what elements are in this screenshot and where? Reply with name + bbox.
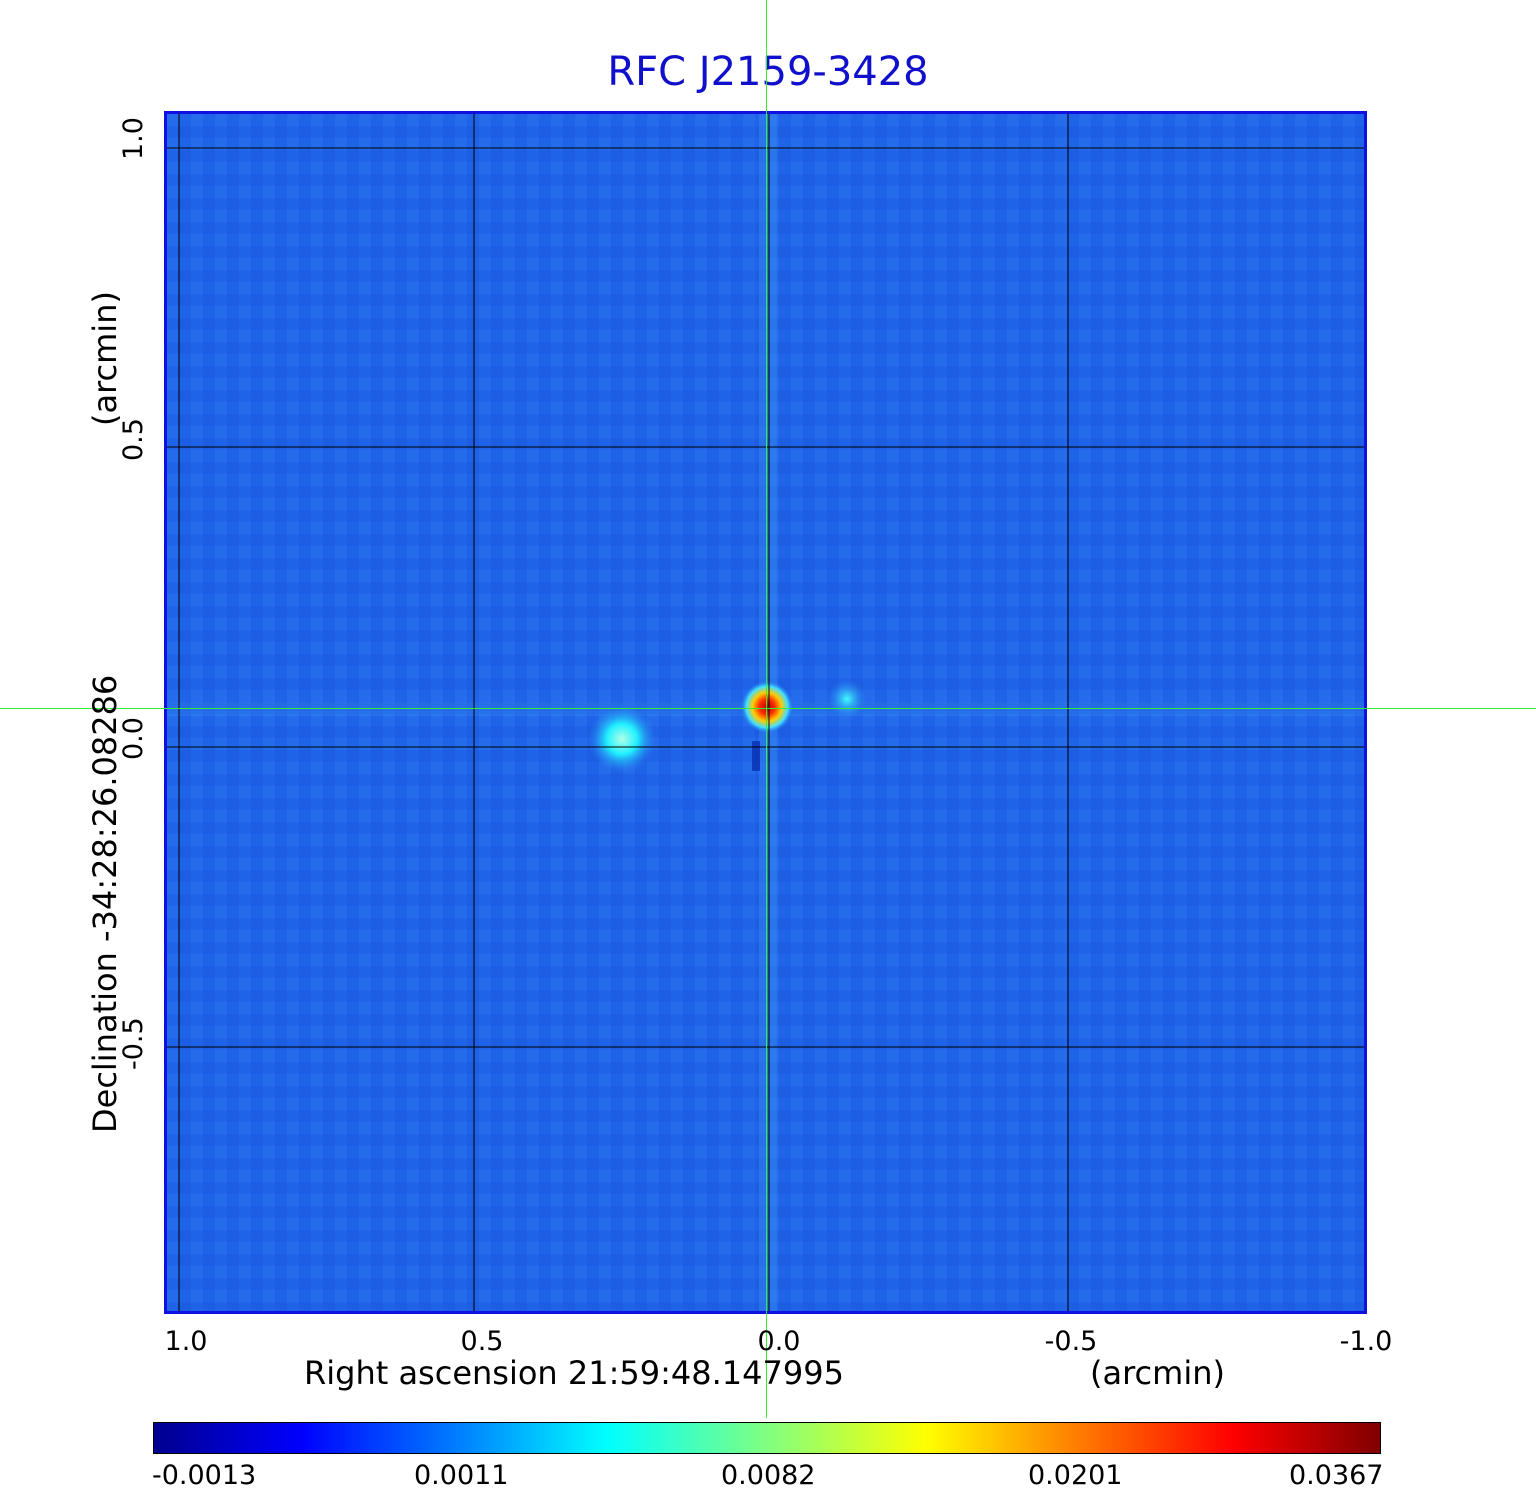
x-tick-label: -0.5 <box>1044 1326 1098 1357</box>
colorbar-tick-label: 0.0201 <box>1028 1460 1123 1491</box>
secondary-source-west <box>827 679 867 719</box>
y-tick-label: 1.0 <box>118 117 149 160</box>
secondary-source-east <box>588 705 656 773</box>
colorbar-tick-label: 0.0011 <box>414 1460 509 1491</box>
y-axis-label: Declination -34:28:26.08286 <box>86 674 124 1133</box>
x-tick-label: 1.0 <box>164 1326 208 1357</box>
crosshair-horizontal <box>0 708 1536 709</box>
x-tick-label: 0.0 <box>757 1326 801 1357</box>
radio-map <box>167 114 1364 1311</box>
colorbar-tick-label: 0.0082 <box>721 1460 816 1491</box>
x-axis-unit: (arcmin) <box>1090 1354 1225 1392</box>
x-tick-label: -1.0 <box>1339 1326 1393 1357</box>
colorbar-tick-label: -0.0013 <box>152 1460 257 1491</box>
image-title: RFC J2159-3428 <box>607 49 929 95</box>
crosshair-vertical <box>766 0 767 1418</box>
y-axis-unit: (arcmin) <box>86 291 124 426</box>
colorbar <box>153 1422 1381 1454</box>
x-tick-label: 0.5 <box>460 1326 504 1357</box>
x-axis-label: Right ascension 21:59:48.147995 <box>304 1354 844 1392</box>
negative-lobe <box>752 741 760 771</box>
coordinate-grid <box>167 114 1364 1311</box>
colorbar-tick-label: 0.0367 <box>1289 1460 1384 1491</box>
central-source <box>741 681 793 733</box>
radio-image-panel[interactable] <box>164 111 1367 1314</box>
